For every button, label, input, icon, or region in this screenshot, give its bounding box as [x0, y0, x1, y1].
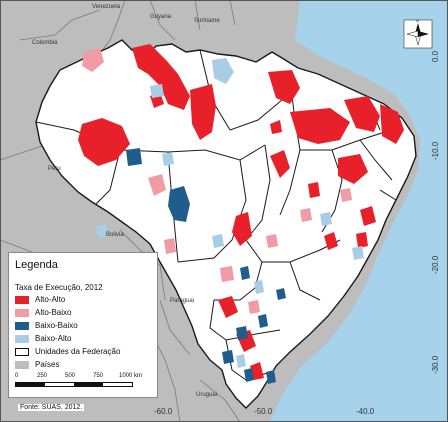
legend-swatch-unidades [15, 348, 29, 356]
legend-label-baixo-alto: Baixo-Alto [35, 334, 72, 343]
lon-label-2: -40.0 [356, 407, 375, 416]
legend-label-alto-baixo: Alto-Baixo [35, 308, 72, 317]
scale-label-500: 500 [65, 373, 76, 379]
legend-label-unidades: Unidades da Federação [35, 347, 121, 356]
legend-title: Legenda [15, 259, 58, 271]
lat-label-2: -20.0 [431, 255, 440, 274]
north-arrow-icon: N [403, 18, 433, 49]
legend-label-alto-alto: Alto-Alto [35, 295, 66, 304]
alto-alto-clusters [78, 44, 404, 380]
legend-item-baixo-alto: Baixo-Alto [15, 334, 155, 345]
lat-label-3: -30.0 [431, 355, 440, 374]
scale-bar: 0 250 500 750 1000 km [15, 373, 153, 393]
country-label-venezuela: Venezuela [92, 4, 121, 10]
scale-label-0: 0 [15, 373, 19, 379]
scale-bar-graphic [15, 382, 133, 387]
legend-swatch-paises [15, 361, 29, 369]
country-labels: Colombia Venezuela Guyana Suriname Peru … [32, 4, 220, 398]
country-label-uruguai: Uruguai [196, 392, 217, 398]
legend-panel: Legenda Taxa de Execução, 2012 Alto-Alto… [8, 252, 158, 398]
legend-item-baixo-baixo: Baixo-Baixo [15, 321, 155, 332]
scale-segment [103, 383, 132, 386]
country-label-colombia: Colombia [32, 40, 58, 46]
country-label-suriname: Suriname [194, 18, 220, 24]
scale-label-250: 250 [37, 373, 48, 379]
graticule-labels: 0.0 -10.0 -20.0 -30.0 -60.0 -50.0 -40.0 [154, 50, 440, 416]
legend-item-alto-alto: Alto-Alto [15, 295, 155, 306]
legend-label-baixo-baixo: Baixo-Baixo [35, 321, 78, 330]
scale-label-750: 750 [93, 373, 104, 379]
legend-item-unidades: Unidades da Federação [15, 347, 155, 358]
lon-label-1: -50.0 [254, 407, 273, 416]
country-label-peru: Peru [48, 166, 61, 172]
legend-subtitle: Taxa de Execução, 2012 [15, 283, 103, 292]
scale-segment [45, 383, 74, 386]
scale-segment [16, 383, 45, 386]
legend-swatch-alto-baixo [15, 309, 29, 317]
svg-text:N: N [416, 18, 419, 23]
source-note: Fonte: SUAS, 2012. [18, 404, 85, 411]
country-label-bolivia: Bolivia [106, 232, 124, 238]
legend-label-paises: Países [35, 360, 60, 369]
legend-swatch-alto-alto [15, 296, 29, 304]
baixo-baixo-clusters [126, 148, 286, 384]
alto-baixo-clusters [82, 48, 352, 314]
lon-label-0: -60.0 [154, 407, 173, 416]
legend-item-paises: Países [15, 360, 155, 371]
lat-label-0: 0.0 [431, 50, 440, 62]
lat-label-1: -10.0 [431, 141, 440, 160]
atlantic-ocean [270, 0, 448, 422]
legend-item-alto-baixo: Alto-Baixo [15, 308, 155, 319]
country-label-paraguai: Paraguai [170, 298, 194, 304]
scale-segment [74, 383, 103, 386]
country-label-guyana: Guyana [150, 14, 172, 20]
scale-label-1000: 1000 km [119, 373, 143, 379]
legend-swatch-baixo-baixo [15, 322, 29, 330]
baixo-alto-clusters [96, 58, 364, 368]
legend-swatch-baixo-alto [15, 335, 29, 343]
